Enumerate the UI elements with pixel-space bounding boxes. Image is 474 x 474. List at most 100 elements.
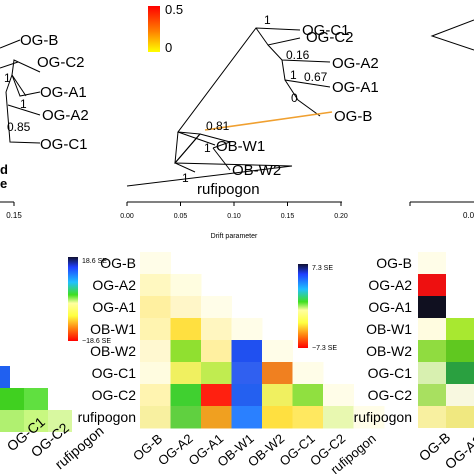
left-heatmap-cell — [48, 410, 72, 432]
center-tree-label: OG-A1 — [332, 79, 379, 96]
left-tree-support: 1 — [20, 97, 27, 111]
center-heatmap-scale-min: −7.3 SE — [312, 345, 337, 352]
center-heatmap-cell — [170, 274, 202, 297]
center-tree-branch — [177, 131, 216, 146]
left-heatmap-cell — [0, 366, 10, 388]
center-heatmap-cell — [292, 406, 324, 429]
center-tree-label: OB-W1 — [216, 138, 265, 155]
center-heatmap-cell — [140, 274, 171, 297]
center-heatmap-cell — [292, 362, 324, 385]
center-heatmap-cell — [170, 340, 202, 363]
left-tree-label: OG-B — [20, 32, 58, 49]
center-tree-support: 0 — [291, 91, 298, 105]
center-heatmap-cell — [170, 296, 202, 319]
migration-weight-colorbar — [148, 6, 160, 52]
center-heatmap-row-labels: OG-B OG-A2 OG-A1 OB-W1 OB-W2 OG-C1 OG-C2 rufipo… — [78, 255, 137, 425]
left-tree-panel: OG-B OG-C2 OG-A1 OG-A2 OG-C1 1 1 0.85 d … — [0, 32, 89, 220]
center-heatmap-cell — [201, 340, 232, 363]
left-heatmap-cell — [24, 410, 48, 432]
center-heatmap-cell — [201, 406, 232, 429]
center-heatmap-row-label: OG-A2 — [92, 277, 136, 293]
center-tree-support: 1 — [204, 141, 211, 155]
left-tree-branch — [7, 104, 41, 116]
center-heatmap-cell — [170, 362, 202, 385]
left-heatmap-cell — [0, 410, 24, 432]
right-tree-axis-tick-label: 0.0 — [463, 211, 474, 220]
center-tree-panel: OG-C1 OG-C2 OG-A2 OG-A1 OG-B OB-W1 OB-W2… — [120, 13, 379, 240]
center-tree-label: rufipogon — [197, 181, 260, 198]
center-heatmap-cell — [140, 318, 171, 341]
center-tree-label: OG-C2 — [306, 29, 354, 46]
right-heatmap-cell — [446, 362, 474, 384]
right-heatmap-row-label: OB-W1 — [366, 321, 412, 337]
migration-weight-max: 0.5 — [165, 2, 183, 17]
center-tree-label: OG-A2 — [332, 55, 379, 72]
center-tree-branch — [174, 133, 201, 164]
right-heatmap-cell — [446, 340, 474, 362]
center-heatmap-cell — [140, 252, 171, 275]
drift-axis-tick-label: 0.00 — [120, 213, 134, 220]
center-tree-support: 1 — [290, 68, 297, 82]
center-tree-support: 1 — [182, 171, 189, 185]
center-tree-support: 0.81 — [206, 119, 230, 133]
drift-axis-ticks: 0.00 0.05 0.10 0.15 0.20 — [120, 202, 348, 220]
drift-axis-tick-label: 0.10 — [227, 213, 241, 220]
center-tree-label: OG-B — [334, 108, 372, 125]
right-heatmap-cell — [418, 252, 446, 274]
center-heatmap-cell — [170, 406, 202, 429]
center-heatmap-col-labels: OG-BOG-A2OG-A1OB-W1OB-W2OG-C1OG-C2rufipo… — [130, 431, 379, 474]
center-tree-support: 0.67 — [304, 70, 328, 84]
left-panel-partial-glyph: e — [0, 176, 7, 191]
drift-axis-tick-label: 0.15 — [281, 213, 295, 220]
right-heatmap-cell — [418, 274, 446, 296]
right-heatmap-row-labels: OG-B OG-A2 OG-A1 OB-W1 OB-W2 OG-C1 OG-C2 rufipo… — [354, 255, 413, 425]
center-heatmap-colorbar — [298, 264, 308, 348]
right-heatmap-cell — [418, 362, 446, 384]
center-heatmap-panel: OG-B OG-A2 OG-A1 OB-W1 OB-W2 OG-C1 OG-C2 rufipo… — [78, 252, 385, 474]
left-tree-label: OG-A2 — [42, 107, 89, 124]
right-heatmap-cell — [446, 318, 474, 340]
center-heatmap-cell — [140, 296, 171, 319]
right-heatmap-row-label: rufipogon — [354, 409, 412, 425]
right-heatmap-cell — [418, 406, 446, 428]
center-heatmap-cell — [262, 340, 293, 363]
center-heatmap-row-label: OG-B — [100, 255, 136, 271]
left-tree-branch — [11, 59, 41, 76]
migration-weight-min: 0 — [165, 40, 172, 55]
center-heatmap-cell — [201, 318, 232, 341]
right-heatmap-cell — [418, 296, 446, 318]
left-tree-support: 0.85 — [7, 120, 31, 134]
center-heatmap-cell — [262, 406, 293, 429]
center-heatmap-grid — [140, 252, 385, 429]
left-tree-axis-tick-label: 0.15 — [6, 211, 22, 220]
right-heatmap-cell — [446, 384, 474, 406]
center-heatmap-cell — [292, 384, 324, 407]
center-heatmap-cell — [323, 384, 354, 407]
left-tree-branch — [5, 91, 41, 144]
center-heatmap-cell — [231, 406, 263, 429]
center-heatmap-cell — [353, 406, 385, 429]
center-heatmap-cell — [201, 362, 232, 385]
center-heatmap-cell — [323, 406, 354, 429]
left-heatmap-scale-min: −18.6 SE — [82, 338, 111, 345]
left-heatmap-cell — [24, 388, 48, 410]
center-heatmap-cell — [262, 362, 293, 385]
center-tree-support: 1 — [264, 13, 271, 27]
center-heatmap-row-label: OB-W1 — [90, 321, 136, 337]
left-tree-label: OG-C1 — [40, 136, 88, 153]
center-tree-branch — [174, 131, 196, 173]
center-heatmap-row-label: OB-W2 — [90, 343, 136, 359]
right-heatmap-cell — [418, 384, 446, 406]
left-tree-branch — [0, 61, 19, 69]
right-heatmap-row-label: OG-C1 — [368, 365, 413, 381]
left-tree-branch — [11, 74, 41, 97]
right-heatmap-cell — [446, 406, 474, 428]
center-tree-branch — [199, 133, 232, 149]
center-heatmap-cell — [140, 384, 171, 407]
center-tree-support: 0.16 — [286, 48, 310, 62]
center-heatmap-cell — [140, 406, 171, 429]
center-heatmap-row-label: OG-A1 — [92, 299, 136, 315]
center-heatmap-cell — [231, 340, 263, 363]
left-heatmap-cell — [0, 388, 24, 410]
migration-weight-legend: 0.5 0 — [148, 2, 183, 55]
